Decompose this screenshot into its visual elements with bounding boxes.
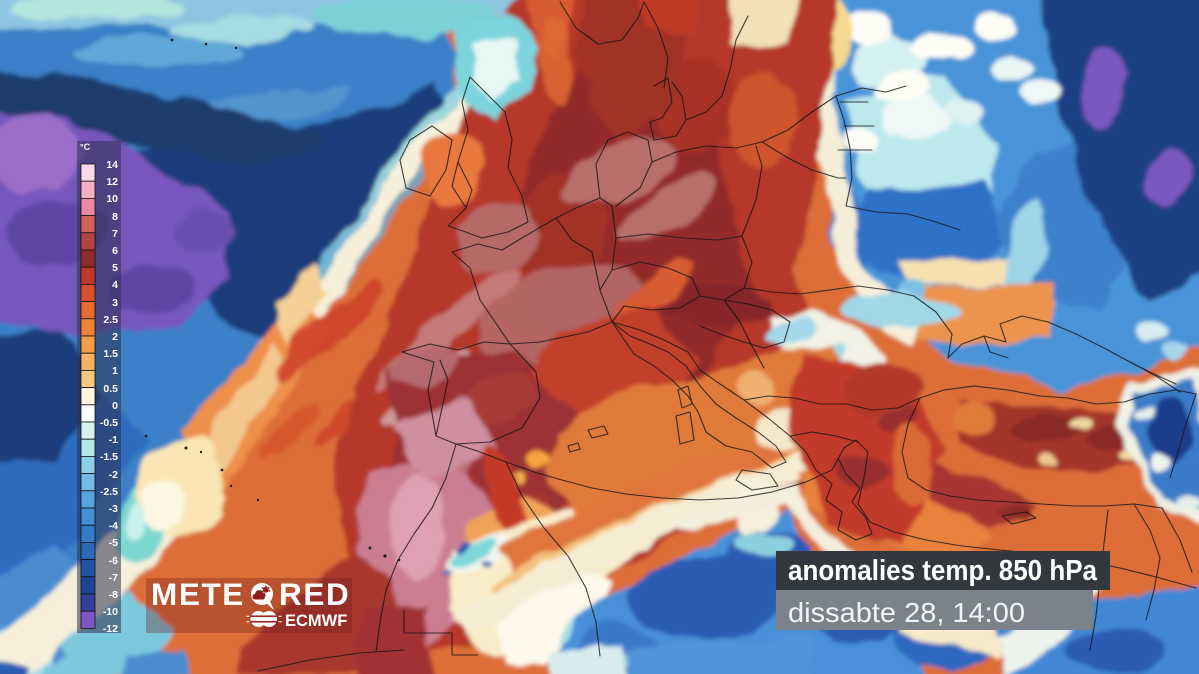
svg-text:METE: METE	[151, 576, 245, 612]
svg-text:5: 5	[112, 262, 118, 274]
svg-text:-2.5: -2.5	[100, 486, 118, 498]
svg-text:0: 0	[112, 400, 118, 412]
svg-text:2.5: 2.5	[103, 314, 118, 326]
svg-text:RED: RED	[279, 576, 350, 612]
svg-text:10: 10	[106, 193, 118, 205]
svg-text:-12: -12	[103, 623, 118, 635]
svg-text:4: 4	[112, 279, 118, 291]
svg-text:1: 1	[112, 365, 118, 377]
svg-text:-1.5: -1.5	[100, 451, 118, 463]
svg-text:-3: -3	[109, 503, 118, 515]
svg-text:-8: -8	[109, 589, 118, 601]
svg-text:8: 8	[112, 211, 118, 223]
svg-text:-6: -6	[109, 555, 118, 567]
svg-text:1.5: 1.5	[103, 348, 118, 360]
svg-text:12: 12	[106, 176, 118, 188]
svg-text:dissabte 28, 14:00: dissabte 28, 14:00	[788, 597, 1025, 628]
svg-text:-7: -7	[109, 572, 118, 584]
svg-text:-5: -5	[109, 537, 118, 549]
svg-text:14: 14	[106, 159, 118, 171]
svg-text:3: 3	[112, 297, 118, 309]
svg-text:2: 2	[112, 331, 118, 343]
svg-text:ECMWF: ECMWF	[285, 612, 347, 630]
svg-text:6: 6	[112, 245, 118, 257]
svg-text:-1: -1	[109, 434, 118, 446]
svg-text:-2: -2	[109, 469, 118, 481]
svg-text:anomalies temp. 850 hPa: anomalies temp. 850 hPa	[788, 555, 1098, 587]
svg-text:°C: °C	[80, 142, 91, 152]
svg-text:-0.5: -0.5	[100, 417, 118, 429]
svg-text:0.5: 0.5	[103, 383, 118, 395]
svg-text:-4: -4	[109, 520, 118, 532]
svg-text:7: 7	[112, 228, 118, 240]
svg-text:-10: -10	[103, 606, 118, 618]
